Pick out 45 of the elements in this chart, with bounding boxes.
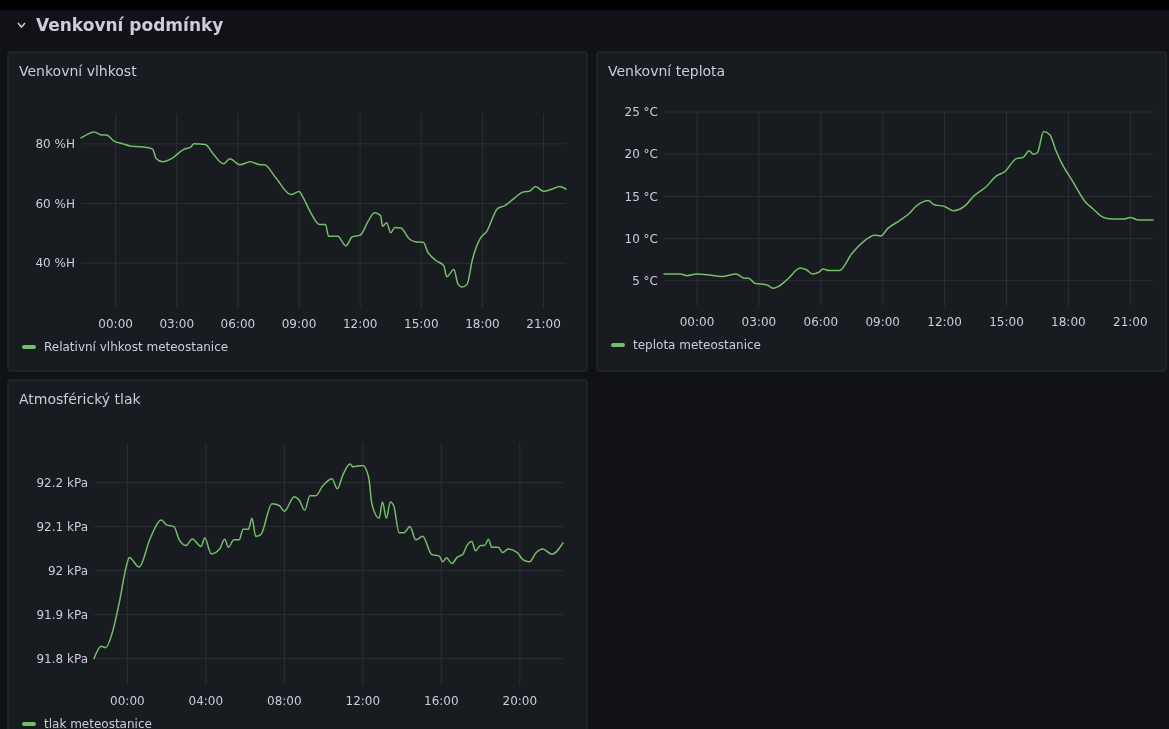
y-tick-label: 15 °C: [624, 189, 658, 204]
x-tick-label: 21:00: [1113, 315, 1148, 329]
x-tick-label: 04:00: [188, 694, 224, 708]
x-tick-label: 03:00: [741, 315, 777, 329]
y-tick-label: 91.9 kPa: [36, 607, 88, 622]
y-tick-label: 92.1 kPa: [36, 519, 88, 534]
x-tick-label: 12:00: [342, 317, 378, 331]
x-tick-label: 15:00: [989, 315, 1024, 329]
line-series: [93, 463, 564, 660]
text: Venkovní podmínky: [36, 15, 224, 35]
y-tick-label: 40 %H: [35, 256, 75, 271]
y-tick-label: 25 °C: [624, 105, 658, 120]
legend-label: tlak meteostanice: [44, 717, 152, 729]
x-tick-label: 12:00: [345, 694, 381, 708]
y-tick-label: 60 %H: [35, 196, 75, 211]
x-tick-label: 16:00: [424, 694, 459, 708]
chart-title: Venkovní teplota: [608, 63, 726, 79]
y-tick-label: 5 °C: [632, 273, 658, 288]
line-series: [80, 131, 567, 288]
y-tick-label: 91.8 kPa: [36, 651, 88, 666]
x-tick-label: 18:00: [465, 317, 500, 331]
x-tick-label: 08:00: [267, 694, 302, 708]
y-tick-label: 92 kPa: [47, 563, 88, 578]
x-tick-label: 09:00: [865, 315, 901, 329]
x-tick-label: 09:00: [281, 317, 317, 331]
y-tick-label: 92.2 kPa: [36, 475, 88, 490]
x-tick-label: 06:00: [220, 317, 256, 331]
x-tick-label: 00:00: [98, 317, 133, 331]
line-series: [663, 130, 1154, 290]
x-tick-label: 00:00: [110, 694, 145, 708]
y-tick-label: 80 %H: [35, 137, 75, 152]
chart-title: Atmosférický tlak: [19, 391, 142, 407]
x-tick-label: 20:00: [502, 694, 538, 708]
y-tick-label: 20 °C: [624, 147, 658, 162]
x-tick-label: 18:00: [1051, 315, 1086, 329]
legend-label: teplota meteostanice: [633, 338, 761, 353]
x-tick-label: 00:00: [679, 315, 715, 329]
x-tick-label: 12:00: [927, 315, 962, 329]
x-tick-label: 21:00: [526, 317, 561, 331]
legend-label: Relativní vlhkost meteostanice: [44, 340, 229, 355]
chart-title: Venkovní vlhkost: [19, 63, 138, 79]
x-tick-label: 03:00: [159, 317, 195, 331]
x-tick-label: 15:00: [404, 317, 439, 331]
x-tick-label: 06:00: [803, 315, 839, 329]
y-tick-label: 10 °C: [624, 231, 658, 246]
